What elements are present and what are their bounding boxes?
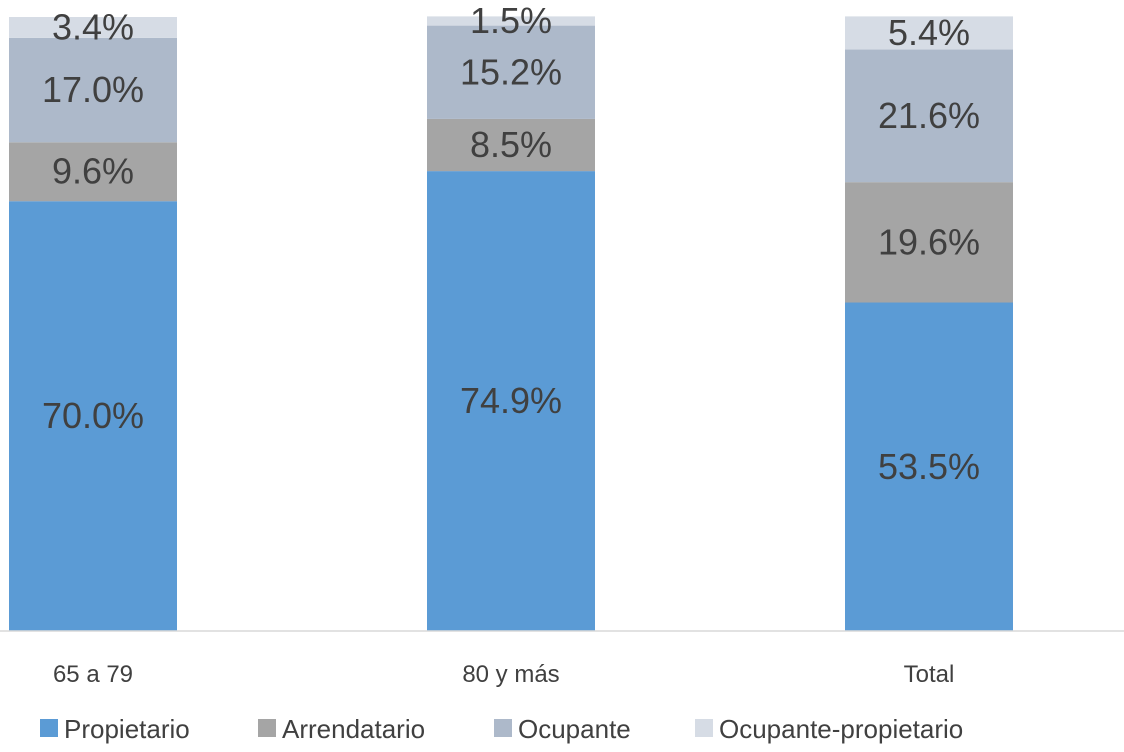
x-tick-label-65-a-79: 65 a 79 xyxy=(53,661,133,688)
legend-label-propietario: Propietario xyxy=(64,714,190,744)
legend-swatch-arrendatario xyxy=(258,719,276,737)
data-label-propietario-total: 53.5% xyxy=(878,446,980,487)
data-label-ocupante-propietario-total: 5.4% xyxy=(888,12,970,53)
legend-label-arrendatario: Arrendatario xyxy=(282,714,425,744)
data-label-arrendatario-80-y-m-s: 8.5% xyxy=(470,124,552,165)
data-label-ocupante-propietario-80-y-m-s: 1.5% xyxy=(470,0,552,41)
legend-swatch-ocupante-propietario xyxy=(695,719,713,737)
data-label-propietario-65-a-79: 70.0% xyxy=(42,395,144,436)
bar-segment-arrendatario-total xyxy=(845,182,1013,303)
bar-segment-arrendatario-80-y-m-s xyxy=(427,118,595,172)
data-label-ocupante-propietario-65-a-79: 3.4% xyxy=(52,6,134,47)
bar-segment-arrendatario-65-a-79 xyxy=(9,142,177,202)
data-label-arrendatario-total: 19.6% xyxy=(878,221,980,262)
bar-segment-propietario-80-y-m-s xyxy=(427,171,595,631)
legend-swatch-ocupante xyxy=(494,719,512,737)
legend-label-ocupante-propietario: Ocupante-propietario xyxy=(719,714,963,744)
data-label-ocupante-80-y-m-s: 15.2% xyxy=(460,51,562,92)
x-tick-label-total: Total xyxy=(904,661,955,688)
data-label-propietario-80-y-m-s: 74.9% xyxy=(460,380,562,421)
data-label-ocupante-65-a-79: 17.0% xyxy=(42,69,144,110)
bar-segment-ocupante-propietario-total xyxy=(845,16,1013,50)
x-tick-labels: 65 a 79 80 y más Total xyxy=(53,661,954,688)
bar-segment-ocupante-65-a-79 xyxy=(9,37,177,143)
bar-segment-propietario-65-a-79 xyxy=(9,201,177,631)
data-label-ocupante-total: 21.6% xyxy=(878,95,980,136)
bar-segment-propietario-total xyxy=(845,302,1013,631)
bar-segment-ocupante-propietario-80-y-m-s xyxy=(427,16,595,26)
bar-segment-ocupante-total xyxy=(845,49,1013,183)
data-label-arrendatario-65-a-79: 9.6% xyxy=(52,151,134,192)
legend: Propietario Arrendatario Ocupante Ocupante-… xyxy=(40,714,963,744)
bar-segment-ocupante-80-y-m-s xyxy=(427,25,595,119)
bars-layer: 70.0% 9.6% 17.0% 3.4% 74.9% 8.5% 15.2% 1.5% 53.5… xyxy=(9,0,1013,631)
x-tick-label-80-y-m-s: 80 y más xyxy=(462,661,559,688)
bar-segment-ocupante-propietario-65-a-79 xyxy=(9,17,177,38)
legend-swatch-propietario xyxy=(40,719,58,737)
legend-label-ocupante: Ocupante xyxy=(518,714,631,744)
